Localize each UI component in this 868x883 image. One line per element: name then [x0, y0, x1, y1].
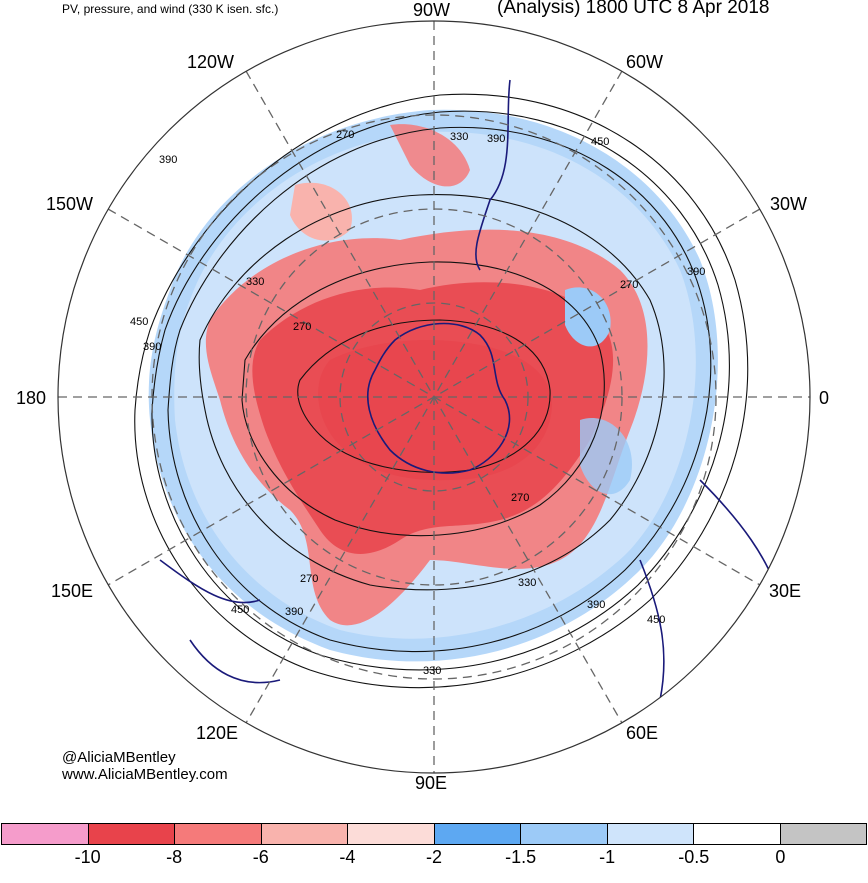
colorbar-cell — [780, 824, 866, 844]
lon-label-30w: 30W — [770, 194, 808, 214]
map-title: PV, pressure, and wind (330 K isen. sfc.… — [62, 2, 279, 16]
pressure-contours — [134, 93, 749, 689]
contour-label: 330 — [518, 577, 536, 589]
polar-map: 270 330 390 450 390 330 270 450 390 270 … — [57, 20, 811, 774]
contour-label: 270 — [336, 129, 354, 141]
contour-label: 450 — [130, 316, 148, 328]
contour-label: 390 — [687, 266, 705, 278]
colorbar-cell — [434, 824, 521, 844]
lon-label-150e: 150E — [51, 581, 94, 601]
colorbar-legend: -10 -8 -6 -4 -2 -1.5 -1 -0.5 0 — [0, 823, 868, 883]
lon-label-90e: 90E — [415, 773, 448, 793]
pv-pink-core — [318, 340, 552, 481]
colorbar-tick-label: -6 — [252, 847, 269, 867]
credit-website: www.AliciaMBentley.com — [62, 766, 228, 783]
colorbar-tick-label: -2 — [425, 847, 443, 867]
colorbar-cell — [694, 824, 781, 844]
colorbar-tick-label: -10 — [74, 847, 101, 867]
contour-label: 330 — [450, 131, 468, 143]
polar-map-svg: 270 330 390 450 390 330 270 450 390 270 … — [57, 20, 811, 774]
contour-label: 330 — [423, 665, 441, 677]
contour-label: 390 — [285, 606, 303, 618]
contour-label: 390 — [487, 133, 505, 145]
credit-twitter: @AliciaMBentley — [62, 749, 176, 766]
contour-label: 390 — [143, 341, 161, 353]
colorbar-tick-label: 0 — [775, 847, 786, 867]
pv-pale-patch — [290, 182, 352, 241]
map-boundary — [57, 20, 811, 774]
pv-red-streamer — [390, 124, 470, 187]
lon-label-30e: 30E — [769, 581, 802, 601]
contour-label: 450 — [647, 614, 665, 626]
contour-label: 270 — [300, 573, 318, 585]
lon-label-0: 0 — [819, 388, 830, 408]
colorbar-cell — [521, 824, 608, 844]
analysis-time-title: (Analysis) 1800 UTC 8 Apr 2018 — [497, 0, 770, 18]
colorbar — [1, 823, 867, 845]
contour-label: 270 — [620, 279, 638, 291]
colorbar-cell — [2, 824, 89, 844]
lon-label-60w: 60W — [626, 52, 664, 72]
coastlines — [159, 79, 781, 701]
contour-label: 270 — [511, 492, 529, 504]
contour-label: 450 — [231, 604, 249, 616]
colorbar-cell — [607, 824, 694, 844]
lon-label-120e: 120E — [196, 723, 239, 743]
colorbar-tick-label: -1.5 — [505, 847, 537, 867]
pv-blue-cutoff-2 — [580, 418, 632, 495]
contour-label: 390 — [587, 599, 605, 611]
colorbar-cell — [175, 824, 262, 844]
colorbar-tick-label: -4 — [339, 847, 356, 867]
contour-label: 270 — [293, 321, 311, 333]
graticule — [58, 21, 810, 773]
lon-label-120w: 120W — [187, 52, 235, 72]
colorbar-tick-label: -8 — [166, 847, 183, 867]
colorbar-cell — [348, 824, 435, 844]
colorbar-tick-label: -0.5 — [678, 847, 710, 867]
lon-label-150w: 150W — [46, 194, 94, 214]
contour-label: 330 — [246, 276, 264, 288]
colorbar-tick-label: -1 — [599, 847, 616, 867]
colorbar-cell — [261, 824, 348, 844]
colorbar-cell — [88, 824, 175, 844]
lon-label-180: 180 — [16, 388, 47, 408]
contour-label: 390 — [159, 154, 177, 166]
lon-label-90w: 90W — [413, 0, 451, 20]
lon-label-60e: 60E — [626, 723, 659, 743]
contour-label: 450 — [591, 136, 609, 148]
